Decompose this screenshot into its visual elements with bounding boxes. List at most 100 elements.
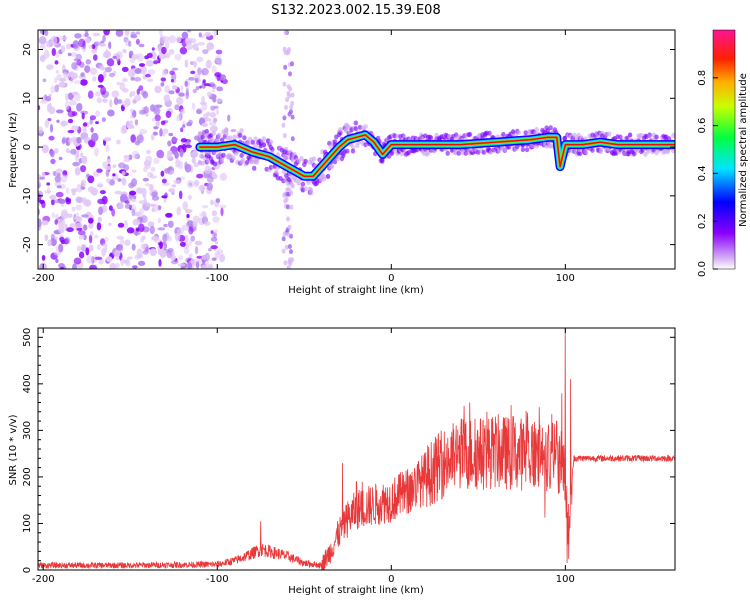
spectrogram-noise-blob (112, 164, 117, 169)
spectrogram-noise-blob (286, 216, 290, 222)
spectrogram-noise-blob (281, 248, 286, 254)
spectrogram-noise-blob (124, 203, 132, 209)
spectrogram-noise-blob (290, 61, 295, 67)
spectrogram-noise-blob (201, 210, 207, 217)
spectrogram-noise-blob (82, 128, 88, 132)
spectrogram-halo-blob (274, 169, 279, 175)
spectrogram-noise-blob (180, 108, 186, 115)
spectrogram-halo-blob (627, 132, 633, 138)
spectrogram-noise-blob (160, 82, 165, 87)
spectrogram-noise-blob (193, 60, 197, 68)
figure-title: S132.2023.002.15.39.E08 (271, 3, 440, 18)
spectrogram-halo-blob (239, 128, 244, 134)
spectrogram-noise-blob (211, 89, 215, 93)
spectrogram-noise-blob (105, 144, 110, 153)
spectrogram-noise-blob (146, 59, 154, 67)
spectrogram-noise-blob (49, 194, 57, 200)
snr-background (38, 328, 675, 570)
spectrogram-halo-blob (654, 134, 659, 140)
spectrogram-halo-blob (213, 161, 218, 167)
spectrogram-noise-blob (59, 183, 66, 190)
spectrogram-noise-blob (48, 93, 52, 97)
spectrogram-noise-blob (132, 265, 138, 269)
spectrogram-noise-blob (184, 161, 188, 171)
spectrogram-noise-blob (287, 244, 292, 249)
spectrogram-noise-blob (97, 74, 104, 83)
spectrogram-halo-blob (245, 159, 250, 165)
spectrogram-heatmap (38, 30, 675, 269)
spectrogram-halo-blob (306, 180, 311, 185)
snr-xtick-label: 0 (388, 574, 394, 585)
spectrogram-ytick-label: 10 (22, 92, 33, 105)
spectrogram-noise-blob (165, 40, 170, 49)
spectrogram-noise-blob (74, 166, 81, 176)
spectrogram-noise-blob (46, 182, 51, 186)
spectrogram-halo-blob (215, 137, 221, 143)
spectrogram-noise-blob (139, 63, 145, 67)
spectrogram-halo-blob (353, 126, 358, 132)
spectrogram-noise-blob (168, 90, 175, 95)
spectrogram-noise-blob (187, 194, 192, 201)
spectrogram-noise-blob (86, 255, 94, 264)
spectrogram-halo-blob (200, 134, 205, 140)
spectrogram-noise-blob (161, 178, 167, 184)
spectrogram-noise-blob (41, 144, 49, 154)
spectrogram-noise-blob (67, 150, 72, 154)
spectrogram-noise-blob (149, 248, 157, 257)
spectrogram-noise-blob (134, 119, 138, 126)
spectrogram-noise-blob (41, 172, 46, 178)
spectrogram-noise-blob (177, 227, 184, 235)
spectrogram-noise-blob (185, 38, 191, 46)
spectrogram-noise-blob (185, 91, 189, 100)
spectrogram-noise-blob (167, 220, 174, 228)
snr-ylabel: SNR (10 * v/v) (8, 414, 19, 485)
spectrogram-noise-blob (116, 139, 121, 145)
spectrogram-noise-blob (145, 246, 150, 252)
spectrogram-halo-blob (211, 130, 216, 136)
spectrogram-noise-blob (208, 247, 212, 252)
spectrogram-noise-blob (101, 117, 106, 122)
spectrogram-noise-blob (192, 43, 199, 51)
spectrogram-noise-blob (51, 198, 55, 206)
spectrogram-noise-blob (121, 100, 130, 108)
spectrogram-halo-blob (632, 151, 637, 157)
snr-ytick-label: 200 (22, 467, 33, 486)
snr-xlabel: Height of straight line (km) (288, 585, 424, 596)
spectrogram-noise-blob (180, 127, 184, 133)
spectrogram-noise-blob (50, 149, 55, 158)
spectrogram-noise-blob (84, 37, 91, 44)
spectrogram-noise-blob (290, 114, 295, 120)
spectrogram-noise-blob (103, 70, 107, 79)
spectrogram-noise-blob (214, 241, 219, 245)
spectrogram-halo-blob (420, 136, 425, 142)
snr-panel: -200 -100 0 100 0 100 200 300 400 500 Height of s… (8, 327, 676, 596)
spectrogram-noise-blob (121, 124, 128, 134)
spectrogram-noise-blob (282, 81, 287, 87)
spectrogram-noise-blob (85, 59, 92, 65)
spectrogram-noise-blob (209, 82, 215, 86)
spectrogram-noise-blob (106, 178, 111, 184)
spectrogram-noise-blob (38, 36, 47, 45)
spectrogram-noise-blob (176, 206, 181, 216)
spectrogram-noise-blob (210, 199, 214, 206)
spectrogram-noise-blob (180, 138, 188, 143)
spectrogram-noise-blob (59, 35, 68, 41)
spectrogram-ridge-core (199, 134, 675, 177)
spectrogram-halo-blob (353, 120, 358, 126)
spectrogram-noise-blob (146, 52, 153, 59)
spectrogram-noise-blob (133, 76, 142, 82)
spectrogram-noise-blob (193, 162, 199, 168)
spectrogram-noise-blob (121, 170, 126, 176)
spectrogram-noise-blob (78, 230, 86, 236)
spectrogram-noise-blob (93, 41, 101, 46)
spectrogram-noise-blob (166, 235, 173, 242)
spectrogram-noise-blob (204, 32, 212, 37)
spectrogram-halo-blob (204, 129, 209, 134)
spectrogram-halo-blob (246, 141, 251, 147)
spectrogram-noise-blob (111, 208, 116, 217)
spectrogram-halo-blob (231, 155, 236, 161)
spectrogram-noise-blob (124, 30, 130, 37)
spectrogram-noise-blob (126, 256, 133, 260)
